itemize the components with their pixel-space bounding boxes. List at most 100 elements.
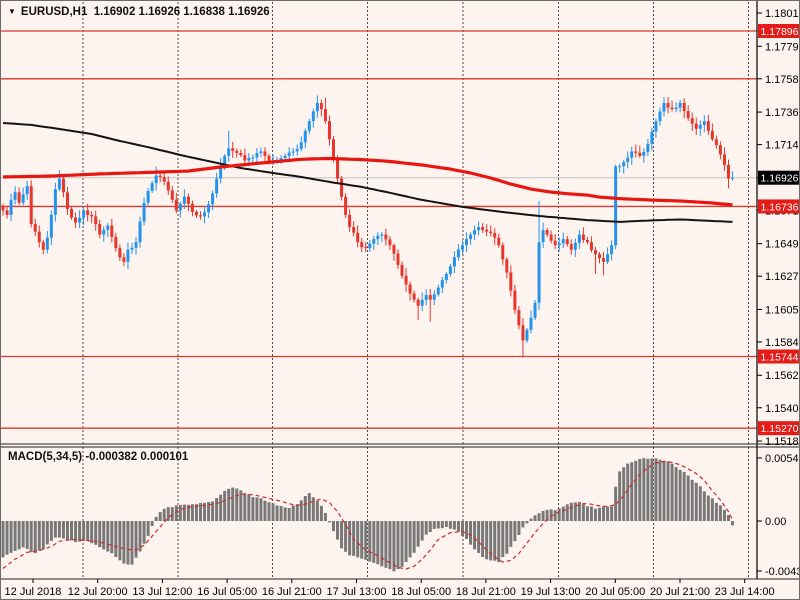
candle-body [493,233,497,238]
candle-body [477,227,481,231]
macd-histogram-bar [130,521,134,565]
candle-body [388,239,392,246]
candle-body [521,325,525,341]
candle-body [49,214,53,238]
macd-histogram-bar [384,521,388,568]
candle-body [158,175,162,177]
candle-body [279,158,283,161]
time-axis-label: 18 Jul 05:00 [391,586,451,598]
macd-histogram-bar [194,504,198,521]
chart-title[interactable]: ▼ EURUSD,H1 1.16902 1.16926 1.16838 1.169… [8,6,270,18]
macd-histogram-bar [428,521,432,532]
panel-borders [1,1,799,580]
macd-histogram-bar [698,486,702,521]
macd-histogram-bar [424,521,428,535]
macd-histogram-bar [497,521,501,563]
macd-histogram-bar [170,507,174,521]
macd-label: MACD(5,34,5) [8,451,83,463]
candle-body [654,121,658,132]
symbol-dropdown-icon[interactable]: ▼ [8,7,16,16]
price-axis[interactable]: 1.18015 1.17795 1.17580 1.17360 1.17145 1.169… [757,8,800,578]
macd-histogram-bar [227,488,231,521]
macd-histogram-bar [243,493,247,521]
macd-histogram-bar [94,521,98,545]
candle-body [336,158,340,179]
candle-body [706,121,710,131]
candle-body [65,192,69,209]
candle-body [408,284,412,294]
candle-body [722,154,726,165]
candle-body [662,102,666,112]
candle-body [110,225,114,237]
macd-histogram-bar [505,521,509,554]
macd-histogram-bar [577,501,581,521]
macd-histogram-bar [271,503,275,521]
ma-slow-line [2,122,733,223]
candle-body [642,151,646,156]
macd-histogram-bar [340,521,344,549]
macd-histogram-bar [477,521,481,553]
macd-histogram-bar [448,521,452,529]
candle-body [29,186,33,224]
candle-body [400,264,404,276]
macd-histogram-bar [332,521,336,532]
macd-histogram-bar [70,521,74,541]
candle-body [74,217,78,223]
macd-histogram-bar [465,521,469,539]
price-axis-label: 1.18015 [765,8,800,20]
candle-body [674,107,678,110]
horizontal-level-lines[interactable] [1,30,757,429]
macd-histogram-bar [41,521,45,550]
macd-histogram-bar [114,521,118,558]
macd-histogram-bar [247,494,251,521]
candle-body [283,155,287,159]
time-axis-label: 19 Jul 13:00 [521,586,581,598]
macd-histogram-bar [356,521,360,558]
macd-histogram-bar [275,505,279,521]
candle-body [634,151,638,153]
candle-body [150,183,154,191]
macd-histogram-bar [404,521,408,562]
candle-body [130,247,134,250]
candle-body [25,186,29,195]
macd-histogram-bar [388,521,392,570]
candle-body [190,203,194,212]
macd-histogram-bar [666,461,670,521]
macd-histogram-bar [348,521,352,556]
candle-body [311,111,315,122]
time-axis-label: 18 Jul 21:00 [456,586,516,598]
macd-histogram-bar [323,513,327,521]
candle-body [533,302,537,318]
candle-body [702,121,706,125]
candle-body [448,266,452,275]
candle-body [162,176,166,182]
macd-header[interactable]: MACD(5,34,5) -0.000382 0.000101 [8,451,188,463]
candle-body [424,295,428,300]
candle-body [33,223,37,232]
price-badge-label: 1.17896 [761,26,799,38]
macd-histogram-bar [501,521,505,557]
ma-fast-line [2,156,733,207]
macd-signal-line [2,460,734,570]
macd-histogram-bar [412,521,416,553]
candle-body [57,178,61,190]
macd-histogram-bar [686,475,690,521]
candle-body [299,142,303,149]
macd-histogram-bar [646,458,650,521]
macd-histogram-bar [529,518,533,521]
macd-histogram-bar [690,479,694,521]
candle-body [178,203,182,211]
macd-histogram-bar [722,509,726,521]
macd-histogram-bar [569,502,573,521]
candle-body [545,230,549,235]
time-axis[interactable]: 12 Jul 2018 12 Jul 20:00 13 Jul 12:00 16 Ju… [5,579,775,598]
candle-body [557,243,561,246]
candle-body [215,178,219,194]
macd-histogram-bar [1,521,5,558]
candle-body [207,204,211,213]
macd-histogram-bar [714,502,718,521]
macd-histogram-bar [315,500,319,521]
candle-body [428,295,432,300]
